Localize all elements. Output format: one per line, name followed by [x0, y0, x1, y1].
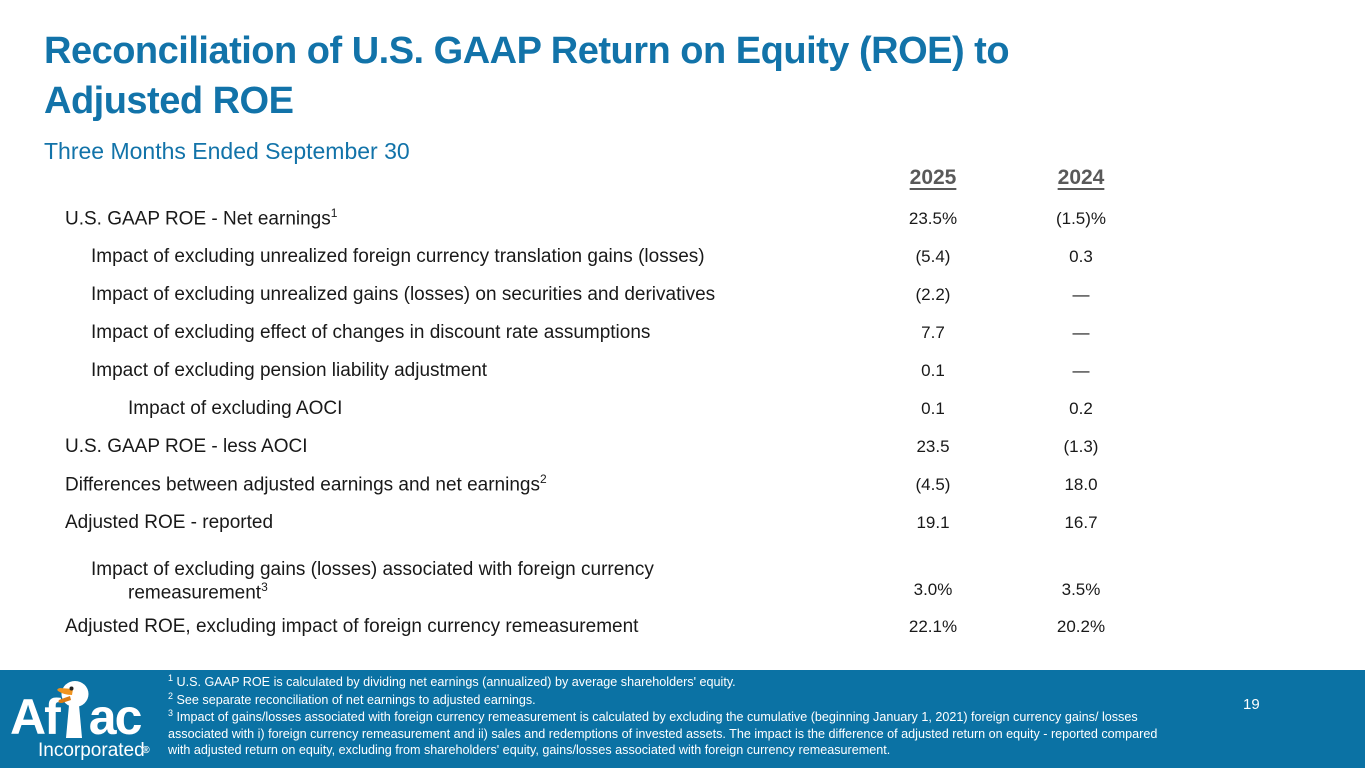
table-row: Impact of excluding unrealized gains (lo… [44, 276, 1156, 314]
logo-text-af: Af [10, 689, 61, 745]
logo-text-ac: ac [88, 689, 143, 745]
row-label: Impact of excluding unrealized foreign c… [91, 246, 705, 268]
table-body: U.S. GAAP ROE - Net earnings1 23.5% (1.5… [44, 200, 1156, 646]
value-2024: — [1072, 323, 1090, 342]
value-2025: 0.1 [921, 399, 945, 418]
registered-mark: ® [142, 745, 150, 756]
table-row: Impact of excluding AOCI 0.1 0.2 [44, 390, 1156, 428]
value-2025: 0.1 [921, 361, 945, 380]
page-title: Reconciliation of U.S. GAAP Return on Eq… [44, 26, 1284, 126]
value-2024: 18.0 [1064, 475, 1098, 494]
table-row: U.S. GAAP ROE - less AOCI 23.5 (1.3) [44, 428, 1156, 466]
aflac-duck-icon [57, 680, 91, 746]
footnotes: 1 U.S. GAAP ROE is calculated by dividin… [168, 673, 1160, 758]
footnote: 3 Impact of gains/losses associated with… [168, 708, 1158, 757]
table-row: Differences between adjusted earnings an… [44, 466, 1156, 504]
row-label: Impact of excluding effect of changes in… [91, 322, 651, 344]
row-label: Impact of excluding AOCI [128, 398, 343, 420]
footnote: 1 U.S. GAAP ROE is calculated by dividin… [168, 673, 736, 690]
value-2024: 0.3 [1069, 247, 1093, 266]
value-2025: 7.7 [921, 323, 945, 342]
table-row: Impact of excluding pension liability ad… [44, 352, 1156, 390]
value-2025: 3.0% [913, 580, 953, 599]
value-2024: 3.5% [1061, 580, 1101, 599]
table-row: Adjusted ROE - reported 19.1 16.7 [44, 504, 1156, 542]
row-label: Adjusted ROE - reported [65, 512, 274, 534]
value-2024: — [1072, 361, 1090, 380]
aflac-logo-wordmark: Af ac ® [10, 676, 150, 756]
row-label: Impact of excluding unrealized gains (lo… [91, 284, 716, 306]
logo-incorporated-label: Incorporated [38, 740, 145, 761]
value-2024: — [1072, 285, 1090, 304]
footnote: 2 See separate reconciliation of net ear… [168, 690, 536, 707]
value-2024: 16.7 [1064, 513, 1098, 532]
table-row: Impact of excluding unrealized foreign c… [44, 238, 1156, 276]
table-header-row: 2025 2024 [44, 166, 1156, 200]
value-2025: (4.5) [915, 475, 951, 494]
value-2025: (2.2) [915, 285, 951, 304]
reconciliation-table: 2025 2024 U.S. GAAP ROE - Net earnings1 … [44, 166, 1156, 646]
table-row: Impact of excluding gains (losses) assoc… [44, 542, 1156, 608]
row-label: Impact of excluding pension liability ad… [91, 360, 488, 382]
column-header-2024: 2024 [1057, 166, 1105, 189]
page-number: 19 [1243, 696, 1260, 713]
page-title-line1: Reconciliation of U.S. GAAP Return on Eq… [44, 30, 1010, 72]
table-row: Adjusted ROE, excluding impact of foreig… [44, 608, 1156, 646]
footer-bar: Af ac ® Incorporated 1 U.S. GAAP ROE is … [0, 670, 1365, 768]
value-2025: 23.5% [908, 209, 958, 228]
page-subtitle: Three Months Ended September 30 [44, 138, 410, 164]
row-label: U.S. GAAP ROE - Net earnings1 [65, 206, 338, 230]
row-label: Adjusted ROE, excluding impact of foreig… [65, 616, 639, 638]
value-2025: 23.5 [916, 437, 950, 456]
value-2025: (5.4) [915, 247, 951, 266]
value-2024: (1.3) [1063, 437, 1099, 456]
column-header-2025: 2025 [909, 166, 957, 189]
table-row: Impact of excluding effect of changes in… [44, 314, 1156, 352]
aflac-logo: Af ac ® Incorporated [10, 676, 170, 762]
value-2025: 22.1% [908, 617, 958, 636]
page-title-line2: Adjusted ROE [44, 80, 294, 123]
row-label: U.S. GAAP ROE - less AOCI [65, 436, 308, 458]
value-2025: 19.1 [916, 513, 950, 532]
row-label: Differences between adjusted earnings an… [65, 472, 547, 496]
table-row: U.S. GAAP ROE - Net earnings1 23.5% (1.5… [44, 200, 1156, 238]
value-2024: 20.2% [1056, 617, 1106, 636]
row-label: Impact of excluding gains (losses) assoc… [91, 558, 654, 604]
value-2024: (1.5)% [1055, 209, 1107, 228]
value-2024: 0.2 [1069, 399, 1093, 418]
